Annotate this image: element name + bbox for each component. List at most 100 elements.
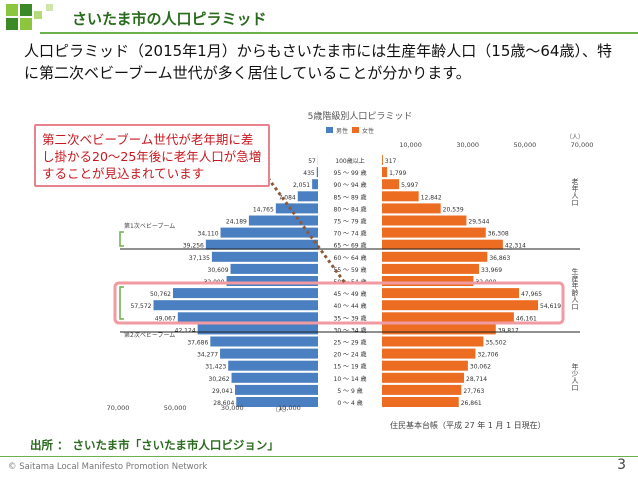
value-label-male-age-5: 24,189 xyxy=(226,219,247,226)
title-rule xyxy=(40,32,638,34)
bar-male-age-17 xyxy=(228,360,318,371)
value-label-male-age-16: 34,277 xyxy=(197,352,218,359)
boom-label-second: 第2次ベビーブーム xyxy=(124,331,175,339)
left-axis-tick-0: 70,000 xyxy=(107,404,130,412)
bar-female-age-11 xyxy=(382,288,520,299)
age-label-age-5: 75 〜 79 歳 xyxy=(334,218,367,226)
logo-square-5 xyxy=(34,11,42,19)
value-label-female-age-17: 30,062 xyxy=(470,364,491,371)
age-label-age-1: 95 〜 99 歳 xyxy=(334,169,367,177)
bar-female-age-10 xyxy=(382,276,474,286)
value-label-male-age-12: 57,572 xyxy=(131,303,152,310)
bar-male-age-1 xyxy=(316,167,318,178)
bar-female-age-8 xyxy=(382,251,488,262)
value-label-female-age-6: 36,308 xyxy=(488,231,509,238)
footer-copyright: © Saitama Local Manifesto Promotion Netw… xyxy=(8,462,208,472)
value-label-female-age-8: 36,863 xyxy=(489,255,510,262)
age-label-age-19: 5 〜 9 歳 xyxy=(337,387,362,395)
footer-rule xyxy=(0,456,638,457)
callout-box: 第二次ベビーブーム世代が老年期に差し掛かる20〜25年後に老年人口が急増すること… xyxy=(34,124,270,187)
source-citation: 出所 ： さいたま市「さいたま市人口ビジョン」 xyxy=(30,438,279,452)
value-label-male-age-11: 50,762 xyxy=(150,291,171,298)
bar-female-age-17 xyxy=(382,360,468,371)
bar-female-age-3 xyxy=(382,191,419,202)
unit-label-top: （人） xyxy=(566,134,584,141)
value-label-male-age-15: 37,686 xyxy=(187,340,208,347)
value-label-male-age-8: 37,135 xyxy=(189,255,210,262)
right-axis-tick-2: 50,000 xyxy=(513,141,536,149)
group-label-youth: 年少人口 xyxy=(571,362,579,391)
bar-female-age-7 xyxy=(382,239,503,250)
value-label-female-age-18: 28,714 xyxy=(466,376,487,383)
bar-female-age-19 xyxy=(382,384,462,395)
bar-female-age-5 xyxy=(382,215,467,226)
value-label-female-age-19: 27,763 xyxy=(463,388,484,395)
bar-male-age-3 xyxy=(297,191,318,202)
bar-female-age-13 xyxy=(382,312,514,323)
bar-male-age-11 xyxy=(172,288,318,299)
bar-female-age-1 xyxy=(382,167,388,178)
bar-male-age-8 xyxy=(211,251,318,262)
callout-connector xyxy=(266,177,347,284)
value-label-male-age-1: 435 xyxy=(303,170,315,177)
bar-male-age-16 xyxy=(220,348,318,359)
bar-male-age-15 xyxy=(210,336,318,347)
age-label-age-18: 10 〜 14 歳 xyxy=(334,375,367,383)
bar-female-age-14 xyxy=(382,324,496,335)
bar-male-age-18 xyxy=(231,372,318,383)
value-label-male-age-14: 42,124 xyxy=(175,327,196,334)
value-label-male-age-20: 28,604 xyxy=(213,400,234,407)
value-label-male-age-9: 30,609 xyxy=(208,267,229,274)
lead-paragraph: 人口ピラミッド（2015年1月）からもさいたま市には生産年齢人口（15歳〜64歳… xyxy=(24,42,612,82)
bar-female-age-15 xyxy=(382,336,484,347)
group-label-elderly: 老年人口 xyxy=(571,177,579,206)
age-label-age-7: 65 〜 69 歳 xyxy=(334,242,367,250)
bars-layer xyxy=(153,155,539,407)
bar-male-age-20 xyxy=(236,397,318,407)
age-label-age-6: 70 〜 74 歳 xyxy=(334,230,367,238)
value-label-male-age-19: 29,041 xyxy=(212,388,233,395)
value-label-male-age-3: 7,084 xyxy=(279,194,296,201)
logo-square-4 xyxy=(20,18,32,30)
value-label-female-age-4: 20,539 xyxy=(443,206,464,213)
highlight-box xyxy=(113,281,565,325)
value-label-female-age-7: 42,314 xyxy=(505,243,526,250)
age-label-age-20: 0 〜 4 歳 xyxy=(337,399,362,407)
bar-female-age-18 xyxy=(382,372,465,383)
bar-male-age-13 xyxy=(177,312,318,323)
unit-label-bottom: （人） xyxy=(272,407,290,414)
value-label-female-age-9: 33,969 xyxy=(481,267,502,274)
logo-square-6 xyxy=(46,4,53,11)
source-note: 住民基本台帳（平成 27 年 1 月 1 日現在） xyxy=(390,420,546,430)
logo-square-3 xyxy=(6,18,18,30)
value-label-male-age-4: 14,765 xyxy=(253,206,274,213)
value-label-male-age-2: 2,051 xyxy=(293,182,310,189)
age-label-age-13: 35 〜 39 歳 xyxy=(334,314,367,322)
age-label-age-15: 25 〜 29 歳 xyxy=(334,339,367,347)
value-label-female-age-0: 317 xyxy=(385,158,397,165)
bar-female-age-9 xyxy=(382,263,480,274)
slide-title: さいたま市の人口ピラミッド xyxy=(72,10,267,28)
chart-title: 5歳階級別人口ピラミッド xyxy=(308,110,413,122)
value-label-female-age-3: 12,842 xyxy=(421,194,442,201)
right-axis-tick-1: 30,000 xyxy=(456,141,479,149)
value-label-female-age-13: 46,161 xyxy=(516,315,537,322)
bar-male-age-6 xyxy=(220,227,318,238)
value-label-male-age-13: 49,067 xyxy=(155,315,176,322)
legend-male-swatch xyxy=(326,127,333,133)
age-label-age-11: 45 〜 49 歳 xyxy=(334,290,367,298)
value-label-female-age-14: 39,817 xyxy=(498,327,519,334)
legend-male-label: 男性 xyxy=(336,127,348,135)
boom-label-first: 第1次ベビーブーム xyxy=(124,222,175,230)
age-label-age-12: 40 〜 44 歳 xyxy=(334,302,367,310)
age-label-age-3: 85 〜 89 歳 xyxy=(334,193,367,201)
legend-female-swatch xyxy=(352,127,359,133)
bar-female-age-12 xyxy=(382,300,539,311)
value-label-female-age-5: 29,544 xyxy=(468,219,489,226)
axis-layer: 70,000 50,000 30,000 10,000 10,000 30,000 50,0… xyxy=(107,141,594,412)
bar-male-age-10 xyxy=(226,276,318,286)
boom-bracket-second xyxy=(119,286,124,320)
bar-male-age-5 xyxy=(248,215,318,226)
age-label-age-14: 30 〜 34 歳 xyxy=(334,326,367,334)
